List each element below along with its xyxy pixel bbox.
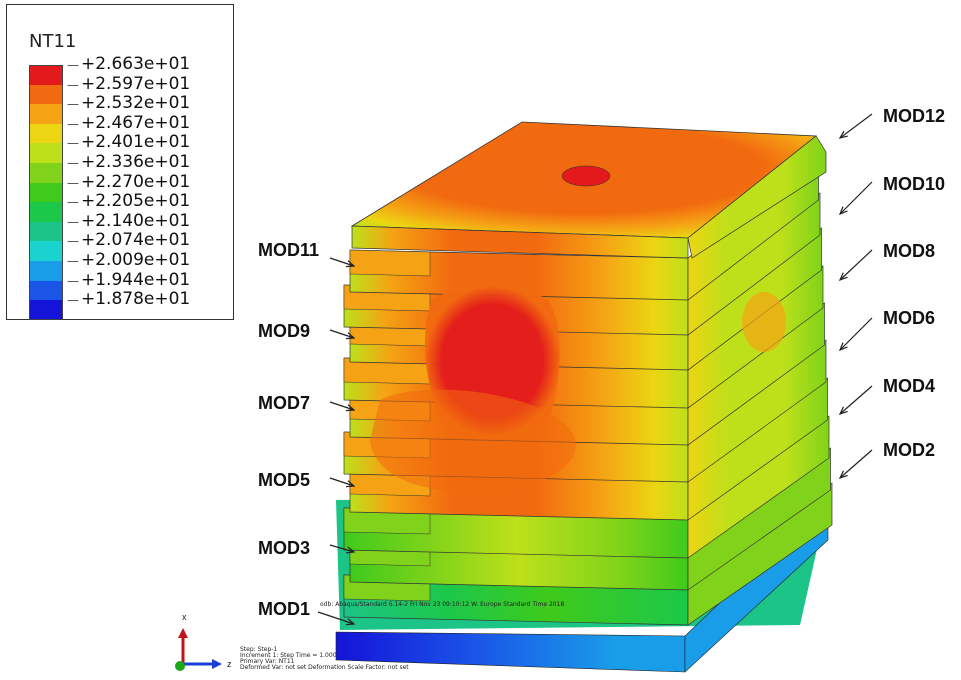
label-mod9: MOD9 [258, 321, 311, 341]
label-mod10: MOD10 [883, 174, 946, 194]
legend-swatch [29, 123, 63, 144]
legend-labels: +2.663e+01 +2.597e+01 +2.532e+01 +2.467e… [67, 54, 190, 310]
arrow-head [345, 404, 356, 412]
arrow-line [839, 113, 873, 139]
legend-swatch [29, 104, 63, 124]
legend-swatch [29, 280, 63, 301]
arrow-line [329, 401, 355, 411]
label-mod11: MOD11 [258, 240, 320, 260]
arrow-head [345, 546, 356, 554]
warm-region [370, 389, 576, 493]
legend-label: +2.270e+01 [67, 172, 190, 193]
legend-swatch [29, 84, 63, 105]
legend-label: +2.336e+01 [67, 152, 190, 173]
triad-x-label: x [182, 612, 187, 622]
triad-z-label: z [227, 659, 232, 669]
legend-swatch [29, 202, 63, 222]
increment-info: Increment 1: Step Time = 1.000 [240, 652, 337, 659]
legend-label: +2.663e+01 [67, 54, 190, 75]
arrow-line [329, 257, 355, 267]
arrow-head [838, 272, 848, 282]
primary-var-info: Primary Var: NT11 [240, 658, 295, 665]
legend-color-bar [29, 65, 63, 320]
arrow-head [838, 470, 848, 480]
odb-info: odb: Abaqus/Standard 6.14-2 Fri Nov 23 0… [320, 601, 565, 608]
legend-label: +2.205e+01 [67, 192, 190, 212]
arrow-head [345, 480, 356, 488]
legend-label: +2.532e+01 [67, 94, 190, 114]
top-hotspot [561, 165, 611, 187]
top-surface [350, 121, 827, 259]
arrow-line [329, 477, 355, 487]
legend-label: +2.467e+01 [67, 113, 190, 134]
label-mod5: MOD5 [258, 470, 311, 490]
arrow-line [329, 329, 355, 339]
label-mod8: MOD8 [883, 241, 936, 261]
step-info: Step: Step-1 [240, 646, 278, 653]
legend-swatch [29, 162, 63, 183]
legend-label: +1.878e+01 [67, 290, 190, 310]
label-mod7: MOD7 [258, 393, 311, 413]
arrow-line [839, 317, 873, 351]
arrow-head [838, 342, 848, 352]
legend-label: +1.944e+01 [67, 270, 190, 291]
arrow-head [838, 206, 848, 216]
legend-swatch [29, 221, 63, 242]
arrow-head [345, 618, 356, 626]
label-mod2: MOD2 [883, 440, 936, 460]
legend-label: +2.140e+01 [67, 211, 190, 232]
legend-swatch [29, 143, 63, 163]
legend-swatch [29, 260, 63, 281]
legend-label: +2.597e+01 [67, 74, 190, 95]
arrow-head [838, 406, 848, 416]
arrow-line [317, 611, 355, 625]
arrow-line [839, 181, 873, 215]
arrow-line [329, 544, 355, 553]
label-mod1: MOD1 [258, 599, 311, 619]
arrow-head [345, 260, 356, 268]
label-mod4: MOD4 [883, 376, 936, 396]
axis-triad [175, 628, 222, 671]
arrow-line [839, 249, 873, 281]
side-warm-spot [742, 292, 786, 352]
legend-swatch [29, 300, 63, 320]
deformed-var-info: Deformed Var: not set Deformation Scale … [240, 664, 409, 671]
arrow-head [345, 332, 356, 340]
legend-swatch [29, 65, 63, 85]
label-mod3: MOD3 [258, 538, 311, 558]
legend-label: +2.074e+01 [67, 231, 190, 251]
label-mod12: MOD12 [883, 106, 946, 126]
arrow-line [839, 449, 873, 479]
label-mod6: MOD6 [883, 308, 936, 328]
legend-label: +2.009e+01 [67, 250, 190, 271]
legend-swatch [29, 182, 63, 203]
legend-box: NT11 +2.663e+01 +2.597e+01 +2.532e+01 +2… [6, 4, 234, 320]
arrow-line [839, 385, 873, 415]
legend-title: NT11 [29, 31, 77, 52]
arrow-head [838, 130, 848, 139]
legend-swatch [29, 241, 63, 261]
legend-label: +2.401e+01 [67, 133, 190, 153]
annotation-arrows [317, 113, 873, 626]
